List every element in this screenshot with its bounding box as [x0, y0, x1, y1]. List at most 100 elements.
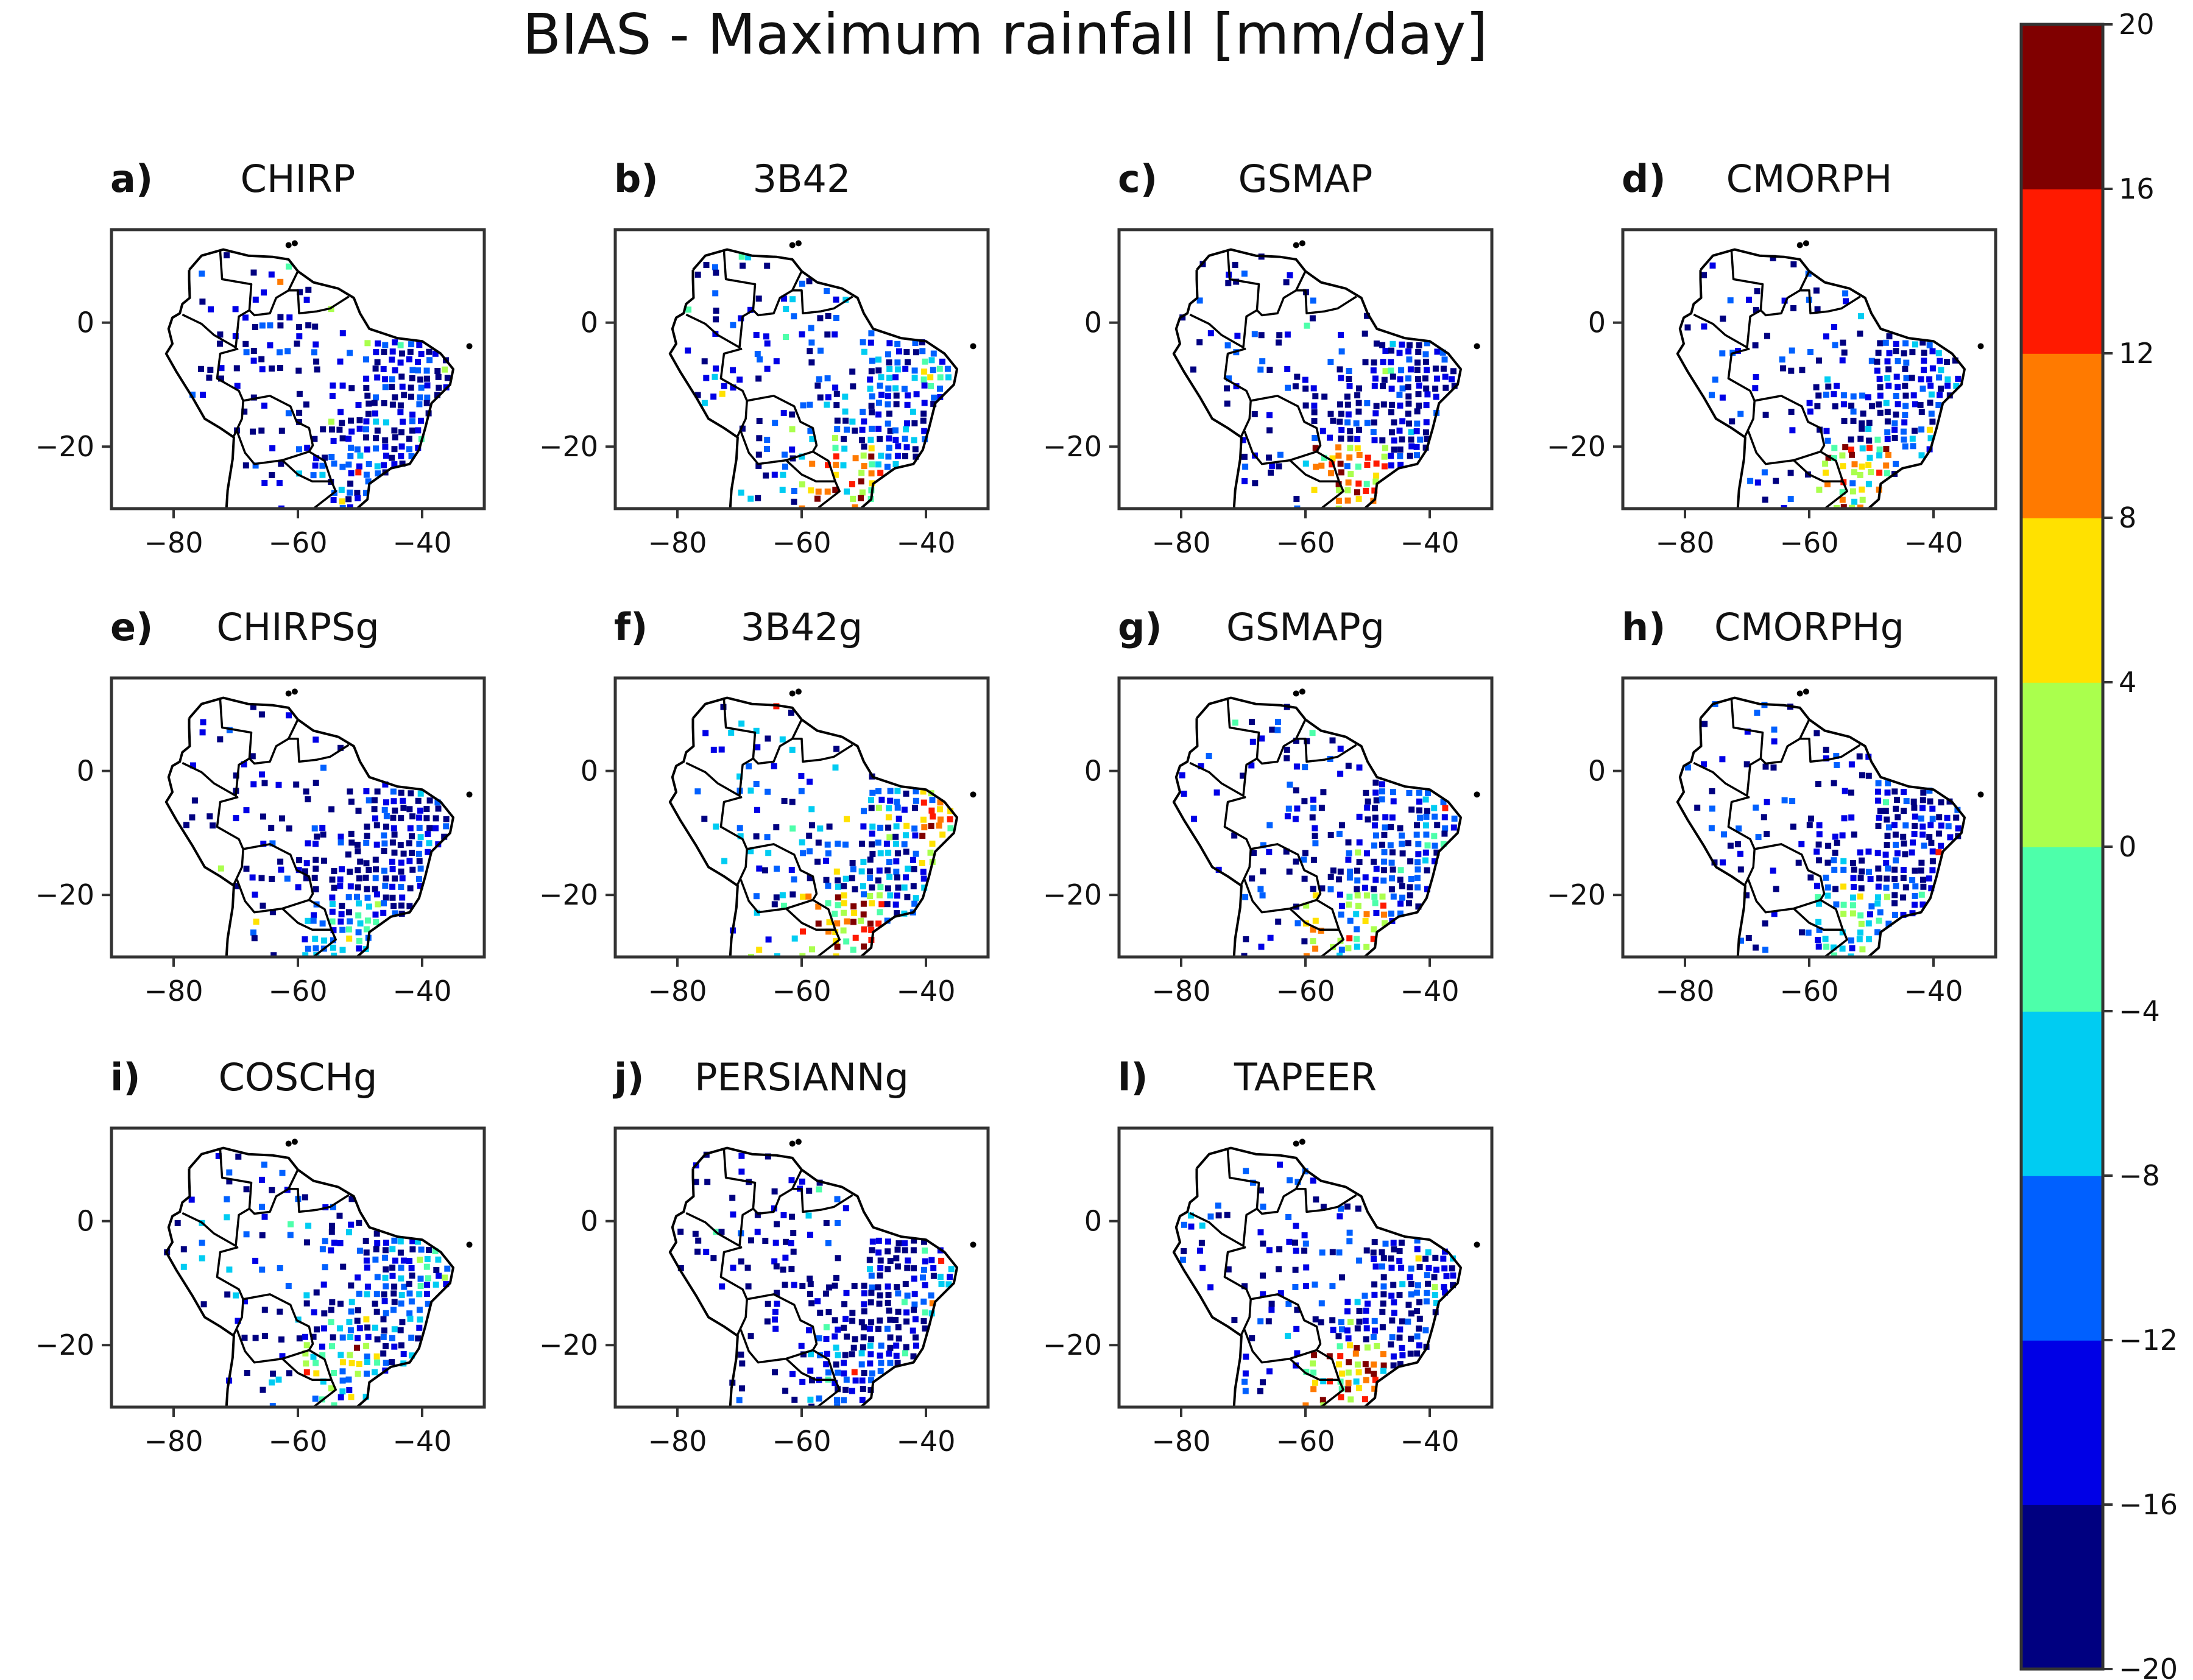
station-point [1294, 1307, 1301, 1313]
country-border [182, 251, 253, 349]
station-point [1752, 385, 1759, 392]
station-point [1259, 735, 1265, 742]
station-point [755, 451, 762, 458]
station-point [381, 900, 387, 906]
station-point [712, 290, 719, 297]
station-point [825, 1240, 832, 1246]
station-point [782, 464, 788, 470]
station-point [312, 323, 319, 330]
station-point [875, 877, 881, 884]
station-point [1389, 1317, 1396, 1324]
station-point [789, 296, 796, 303]
station-point [911, 437, 917, 443]
station-point [1918, 376, 1924, 383]
station-point [867, 339, 874, 346]
station-point [397, 842, 404, 849]
station-point [356, 875, 362, 881]
station-point [1866, 420, 1873, 426]
station-point [296, 1335, 303, 1342]
station-point [1424, 1290, 1430, 1296]
station-point [1224, 1212, 1231, 1218]
station-point [1355, 480, 1362, 487]
station-point [1355, 426, 1362, 433]
station-point [183, 822, 189, 828]
country-border [1296, 737, 1357, 763]
station-point [867, 893, 874, 899]
station-point [1399, 841, 1405, 847]
station-point [1900, 894, 1907, 901]
station-point [442, 1274, 448, 1281]
station-point [887, 797, 894, 804]
station-point [806, 278, 813, 284]
station-point [373, 445, 379, 452]
country-border [740, 1293, 818, 1364]
station-point [1443, 1273, 1450, 1280]
station-point [311, 349, 317, 356]
station-point [389, 1359, 395, 1366]
station-point [1339, 1274, 1345, 1281]
colorbar-tick-label: 4 [2119, 666, 2136, 699]
station-point [1337, 1213, 1343, 1219]
station-point [252, 1257, 259, 1264]
station-point [1396, 1248, 1403, 1254]
station-point [406, 356, 412, 362]
station-point [241, 408, 248, 415]
station-point [824, 489, 831, 495]
station-point [765, 850, 772, 856]
station-point [1839, 452, 1846, 459]
coastline [164, 696, 454, 957]
station-point [753, 781, 760, 787]
station-point [884, 1325, 891, 1332]
country-border [785, 459, 836, 482]
station-point [789, 825, 796, 832]
station-point [398, 884, 404, 891]
station-point [902, 1350, 908, 1357]
station-point [269, 909, 276, 916]
station-point [1301, 1248, 1308, 1254]
station-point [1912, 428, 1918, 434]
station-point [336, 1212, 343, 1219]
station-point [371, 797, 378, 803]
station-point [1910, 799, 1917, 805]
station-point [286, 1370, 292, 1377]
station-point [937, 1274, 944, 1280]
station-point [407, 1315, 414, 1322]
station-point [356, 425, 363, 432]
station-point [1206, 753, 1212, 759]
station-point [701, 358, 708, 365]
station-point [381, 462, 387, 468]
station-point [869, 900, 875, 906]
station-point [356, 1248, 363, 1254]
station-point [1379, 1308, 1386, 1315]
station-point [1822, 936, 1829, 942]
station-point [1773, 478, 1779, 484]
colorbar-tick-label: −20 [2119, 1653, 2178, 1680]
station-point [426, 1247, 432, 1253]
station-point [399, 461, 406, 467]
station-point [398, 429, 404, 436]
station-point [782, 1282, 788, 1288]
station-point [817, 394, 824, 401]
station-point [1423, 831, 1430, 838]
station-point [1799, 929, 1805, 936]
station-point [180, 1263, 187, 1270]
station-point [1388, 453, 1394, 459]
station-point [1936, 814, 1943, 821]
station-point [258, 356, 265, 362]
station-point [1885, 383, 1892, 389]
station-point [913, 453, 919, 460]
station-point [279, 1170, 286, 1176]
station-point [279, 815, 285, 822]
station-point [930, 401, 937, 408]
station-point [876, 1301, 883, 1307]
station-points [1179, 253, 1458, 509]
station-point [851, 1369, 858, 1375]
station-point [1434, 822, 1441, 828]
station-point [1727, 842, 1734, 849]
station-point [1356, 839, 1363, 845]
station-point [928, 1257, 935, 1263]
station-point [313, 841, 319, 847]
station-point [712, 264, 718, 270]
station-point [764, 365, 771, 372]
station-point [1807, 815, 1814, 822]
